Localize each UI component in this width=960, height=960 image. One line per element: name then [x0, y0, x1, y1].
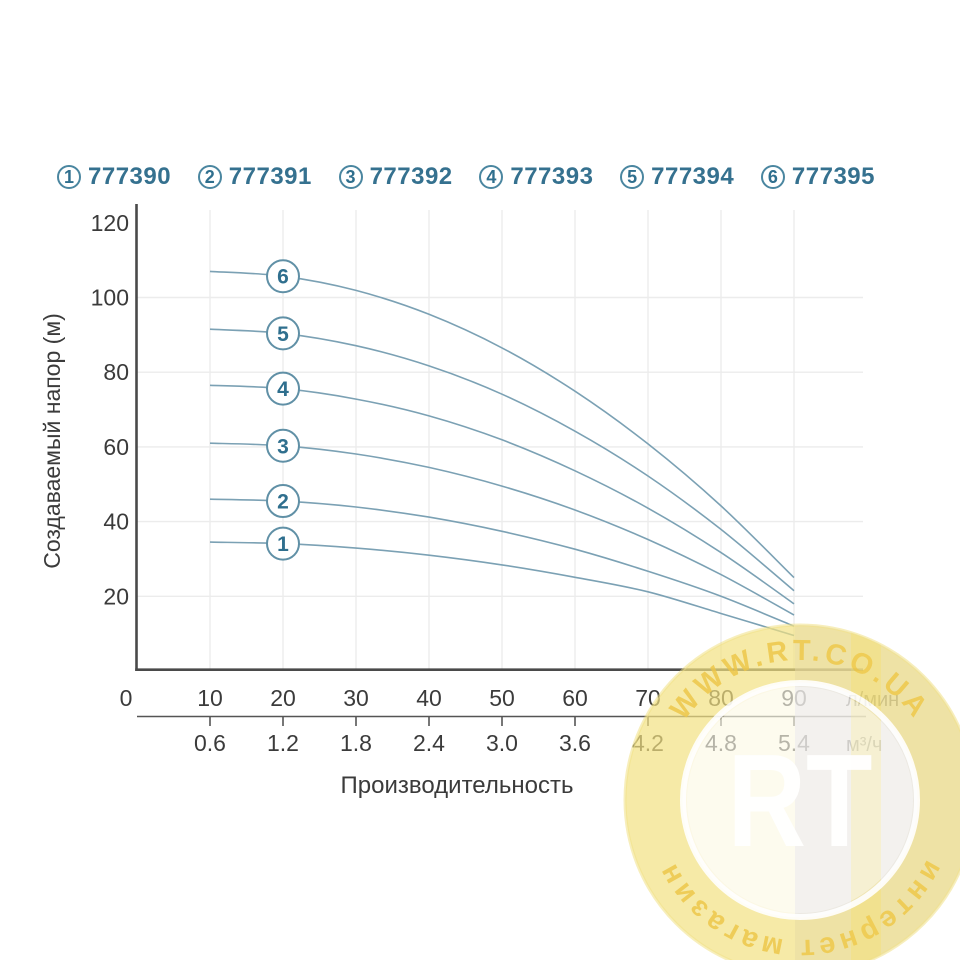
x-tick-label-m3h: 3.0 [486, 730, 518, 756]
legend-number-badge: 1 [57, 165, 81, 189]
x-tick-label-m3h: 1.2 [267, 730, 299, 756]
pump-curve-777394 [209, 328, 795, 592]
legend-item-777391: 2 777391 [197, 163, 312, 191]
watermark-inner-disc [687, 687, 913, 913]
legend-model-label: 777394 [651, 163, 735, 190]
watermark-ring-band [625, 625, 960, 960]
curve-badge-number-5: 5 [277, 323, 289, 346]
legend-item-777390: 1 777390 [57, 163, 171, 191]
pump-curve-777393 [209, 384, 795, 605]
legend-number-badge: 2 [197, 165, 222, 189]
pump-curve-777391 [209, 498, 795, 627]
watermark-outer-edge [623, 623, 960, 960]
y-axis-title: Создаваемый напор (м) [39, 313, 65, 569]
x-tick-label-m3h: 3.6 [559, 730, 591, 756]
legend-number-badge: 4 [479, 165, 504, 189]
y-tick-label: 100 [91, 285, 129, 311]
curve-badge-circle-5 [266, 316, 300, 351]
pump-curves [209, 270, 795, 637]
curve-number-badges: 1 2 3 4 5 6 [266, 259, 300, 561]
axes [135, 204, 866, 726]
legend-number-badge: 3 [338, 165, 363, 189]
legend-item-777394: 5 777394 [620, 163, 734, 191]
pump-curve-777395 [209, 270, 795, 579]
curve-badge-number-3: 3 [277, 435, 289, 458]
x-tick-label-m3h: 0.6 [194, 730, 226, 756]
curve-badge-circle-6 [266, 259, 300, 294]
legend-item-777392: 3 777392 [338, 163, 453, 191]
legend-number-badge: 6 [760, 165, 785, 189]
y-tick-label: 40 [103, 509, 129, 535]
x-tick-label-lmin: 60 [562, 685, 588, 711]
x-tick-label-lmin: 0 [120, 685, 133, 711]
curve-badge-number-4: 4 [277, 378, 289, 401]
curve-badge-circle-4 [266, 371, 300, 406]
x-tick-label-m3h: 1.8 [340, 730, 372, 756]
x-tick-label-m3h: 4.8 [705, 730, 737, 756]
x-tick-label-lmin: 30 [343, 685, 369, 711]
x-tick-label-m3h: 2.4 [413, 730, 445, 756]
curve-badge-number-6: 6 [277, 266, 289, 289]
legend-number-badge: 5 [620, 165, 645, 189]
y-tick-label: 20 [103, 583, 129, 609]
legend-item-777395: 6 777395 [760, 163, 875, 191]
curve-badge-number-1: 1 [277, 533, 289, 556]
curve-badge-circle-2 [266, 484, 300, 519]
x-tick-label-lmin: 40 [416, 685, 442, 711]
curve-badge-number-2: 2 [277, 491, 289, 514]
y-tick-label: 120 [91, 210, 129, 236]
legend-model-label: 777390 [88, 163, 172, 190]
gridlines [137, 210, 863, 671]
curve-badge-circle-1 [266, 526, 300, 561]
pump-curve-777392 [209, 442, 795, 616]
pump-curve-777390 [209, 541, 795, 637]
legend-model-label: 777393 [510, 163, 594, 190]
x-tick-label-lmin: 50 [489, 685, 515, 711]
legend-model-label: 777395 [791, 163, 875, 190]
legend-item-777393: 4 777393 [479, 163, 593, 191]
watermark-white-ring [680, 680, 920, 920]
rt-logo-text: RT [728, 727, 873, 874]
curve-badge-circle-3 [266, 428, 300, 463]
y-tick-label: 60 [103, 434, 129, 460]
y-tick-label: 80 [103, 359, 129, 385]
rt-watermark: WWW.RT.CO.UA интернет магазин RT [623, 623, 960, 960]
x-axis-title: Производительность [341, 772, 574, 799]
legend-model-label: 777392 [369, 163, 453, 190]
legend: 1 777390 2 777391 3 777392 4 777393 5 777394 6 7773… [57, 163, 875, 191]
legend-model-label: 777391 [228, 163, 312, 190]
x-tick-label-lmin: 10 [197, 685, 223, 711]
x-tick-label-lmin: 20 [270, 685, 296, 711]
